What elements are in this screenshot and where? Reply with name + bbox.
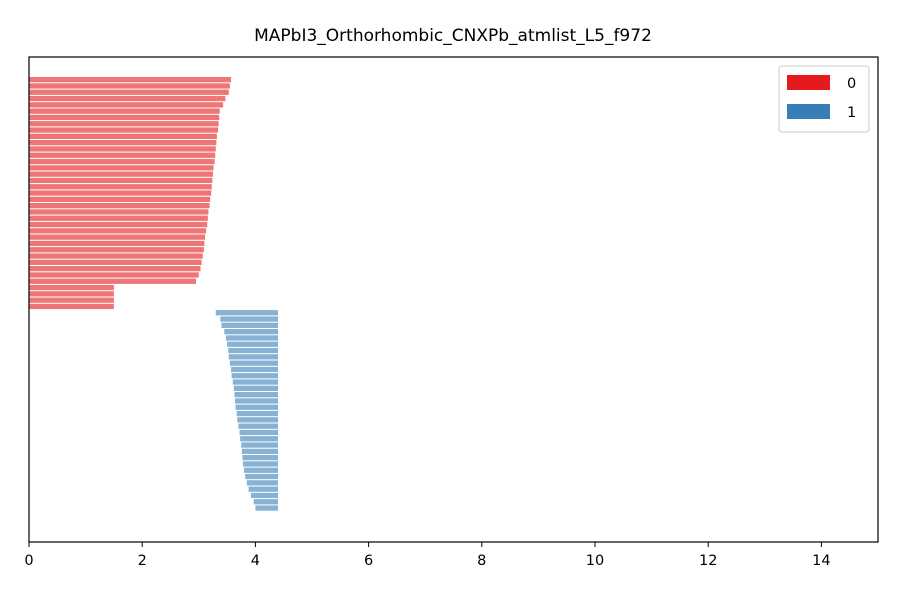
bar-series-1-15 xyxy=(235,404,279,410)
bar-series-0-5 xyxy=(29,108,220,114)
bar-series-0-27 xyxy=(29,247,204,253)
x-tick-label: 2 xyxy=(138,553,147,569)
bar-series-1-22 xyxy=(241,448,279,454)
bar-series-0-21 xyxy=(29,209,209,215)
bar-series-1-6 xyxy=(228,347,279,354)
bar-series-0-36 xyxy=(29,303,114,310)
bar-series-1-17 xyxy=(237,417,279,423)
x-tick-label: 10 xyxy=(586,553,604,569)
bar-series-1-12 xyxy=(233,385,279,391)
bar-series-0-16 xyxy=(29,177,213,184)
bar-series-0-14 xyxy=(29,165,214,171)
bar-series-1-14 xyxy=(235,398,279,404)
bar-series-0-15 xyxy=(29,171,213,177)
bar-series-0-34 xyxy=(29,291,114,297)
legend-swatch-0 xyxy=(787,75,830,90)
bar-series-1-19 xyxy=(239,429,279,436)
chart-title: MAPbI3_Orthorhombic_CNXPb_atmlist_L5_f97… xyxy=(254,26,652,46)
bar-series-1-4 xyxy=(225,335,279,341)
bar-series-1-10 xyxy=(231,373,279,379)
bar-series-0-32 xyxy=(29,278,196,284)
bar-series-0-17 xyxy=(29,184,212,190)
bar-series-0-6 xyxy=(29,114,220,121)
bar-series-0-18 xyxy=(29,190,212,196)
bar-series-0-22 xyxy=(29,215,208,221)
bar-series-1-25 xyxy=(244,467,279,473)
bar-series-0-8 xyxy=(29,127,219,133)
bar-series-0-0 xyxy=(29,77,232,83)
bar-series-1-26 xyxy=(245,473,279,480)
bar-series-1-23 xyxy=(242,455,279,461)
legend-label-1: 1 xyxy=(847,105,856,121)
bar-series-0-9 xyxy=(29,133,217,139)
bar-series-0-19 xyxy=(29,196,211,202)
bar-series-0-13 xyxy=(29,158,215,165)
x-tick-label: 8 xyxy=(477,553,486,569)
bar-series-0-23 xyxy=(29,221,208,228)
bar-series-1-7 xyxy=(228,354,279,360)
x-tick-label: 4 xyxy=(251,553,260,569)
legend: 01 xyxy=(778,65,870,133)
bar-series-1-16 xyxy=(236,410,279,417)
bar-series-1-1 xyxy=(220,316,279,322)
bar-series-0-10 xyxy=(29,140,217,146)
bar-series-0-11 xyxy=(29,146,216,152)
bar-series-1-8 xyxy=(229,360,279,366)
bars-layer xyxy=(29,77,279,511)
x-tick-label: 12 xyxy=(699,553,717,569)
x-tick-label: 6 xyxy=(364,553,373,569)
bar-series-1-21 xyxy=(241,442,279,448)
bar-series-1-31 xyxy=(255,505,279,511)
bar-series-1-30 xyxy=(253,499,279,505)
bar-series-1-0 xyxy=(215,310,279,316)
bar-series-0-28 xyxy=(29,253,203,259)
bar-series-0-7 xyxy=(29,121,219,127)
bar-series-1-24 xyxy=(242,461,279,467)
bar-series-1-5 xyxy=(227,341,279,347)
bar-series-0-26 xyxy=(29,240,205,247)
bar-series-1-13 xyxy=(234,392,279,398)
legend-swatch-1 xyxy=(787,104,830,119)
x-tick-label: 14 xyxy=(812,553,830,569)
bar-series-0-30 xyxy=(29,266,201,272)
bar-series-0-29 xyxy=(29,259,202,265)
bar-series-1-28 xyxy=(248,486,279,492)
bar-series-1-3 xyxy=(224,329,279,335)
bar-series-0-2 xyxy=(29,89,229,95)
bar-series-1-20 xyxy=(240,436,279,442)
bar-series-0-31 xyxy=(29,272,199,278)
bar-series-0-4 xyxy=(29,102,224,108)
bar-series-1-11 xyxy=(232,379,279,385)
bar-series-0-24 xyxy=(29,228,207,234)
bar-series-1-18 xyxy=(238,423,279,429)
bar-series-0-12 xyxy=(29,152,216,158)
x-tick-label: 0 xyxy=(24,553,33,569)
legend-label-0: 0 xyxy=(847,76,856,92)
bar-series-1-9 xyxy=(231,366,279,373)
x-axis: 0 2 4 6 8 10 12 14 xyxy=(24,542,831,569)
bar-series-0-35 xyxy=(29,297,114,303)
bar-series-0-33 xyxy=(29,284,114,291)
bar-series-1-2 xyxy=(221,322,279,328)
bar-series-1-27 xyxy=(246,480,279,486)
bar-series-1-29 xyxy=(250,492,279,499)
bar-series-0-3 xyxy=(29,95,226,102)
bar-series-0-25 xyxy=(29,234,206,240)
bar-series-0-20 xyxy=(29,203,210,209)
plot-frame xyxy=(28,56,879,543)
bar-series-0-1 xyxy=(29,83,230,89)
